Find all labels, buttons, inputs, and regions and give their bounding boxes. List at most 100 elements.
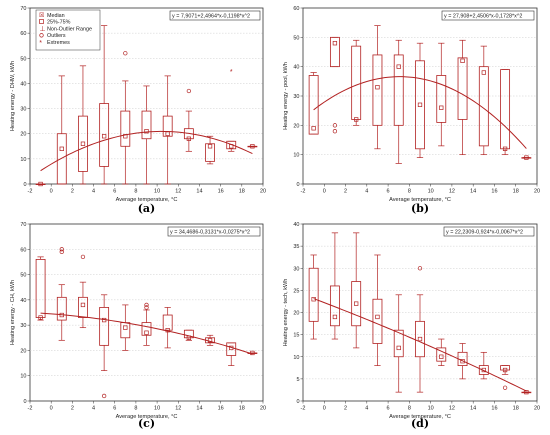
x-tick-label: 20 — [534, 406, 540, 412]
iqr-box — [56, 133, 67, 185]
iqr-box — [162, 314, 173, 331]
fit-curve-a — [40, 130, 253, 172]
box-plot — [393, 39, 404, 164]
y-tick-label: 10 — [20, 374, 26, 380]
legend-frame — [35, 9, 101, 51]
median-marker — [311, 126, 316, 131]
box-plot — [351, 39, 362, 126]
x-tick-label: 4 — [365, 406, 368, 412]
y-tick-label: 15 — [293, 333, 299, 339]
x-tick-label: 20 — [534, 189, 540, 195]
x-tick-label: 18 — [239, 406, 245, 412]
iqr-box — [500, 365, 511, 371]
iqr-box — [436, 75, 447, 123]
iqr-box — [329, 285, 340, 327]
equation-box-a — [169, 10, 261, 21]
box-plot — [436, 338, 447, 366]
median-marker — [207, 338, 213, 343]
x-ticks-b: -2 0 2 4 6 8 10 12 14 16 18 20 — [301, 184, 540, 195]
median-marker — [38, 315, 43, 320]
box-plot — [56, 247, 67, 341]
x-tick-label: -2 — [28, 406, 33, 412]
x-tick-label: -2 — [301, 406, 306, 412]
median-marker — [375, 85, 380, 90]
panel-label-d: (d) — [411, 417, 429, 430]
box-plot — [247, 144, 258, 149]
iqr-box — [372, 54, 383, 126]
legend-extreme-icon: * — [39, 40, 42, 47]
y-axis-label-c: Heating energy - CH, kWh — [10, 280, 16, 345]
box-plot — [162, 75, 173, 185]
median-marker — [439, 105, 444, 110]
box-plot — [478, 351, 489, 380]
legend-median-label: Median — [47, 13, 65, 19]
box-plot — [78, 254, 88, 329]
median-marker — [439, 354, 444, 359]
x-tick-label: 2 — [71, 189, 74, 195]
iqr-box — [372, 298, 383, 344]
median-marker — [524, 155, 529, 160]
iqr-box — [183, 329, 194, 339]
iqr-box — [351, 281, 362, 327]
x-tick-label: 14 — [196, 189, 202, 195]
x-tick-label: 12 — [449, 189, 455, 195]
x-tick-label: 0 — [323, 406, 326, 412]
x-tick-label: 4 — [92, 189, 95, 195]
equation-b: y = 27,908+2,4506*x-0,1728*x^2 — [444, 14, 522, 20]
median-marker — [502, 146, 508, 151]
y-tick-label: 0 — [296, 399, 299, 405]
y-tick-label: 30 — [293, 94, 299, 100]
x-tick-label: 10 — [154, 189, 160, 195]
y-tick-label: 10 — [293, 153, 299, 159]
y-axis-label-d: Heating energy - tech, kWh — [283, 279, 289, 347]
x-tick-label: 12 — [175, 406, 181, 412]
iqr-box — [415, 320, 425, 358]
legend-box-icon — [39, 19, 44, 24]
y-tick-label: 25 — [293, 288, 299, 294]
x-tick-label: 8 — [134, 406, 137, 412]
x-tick-label: 14 — [196, 406, 202, 412]
outlier-point — [332, 129, 338, 134]
box-plot — [521, 155, 532, 160]
extreme-point: * — [230, 69, 233, 76]
y-tick-label: 10 — [293, 355, 299, 361]
x-tick-label: 8 — [134, 189, 137, 195]
iqr-box — [521, 157, 532, 159]
box-plot — [35, 181, 46, 187]
x-tick-label: 0 — [323, 189, 326, 195]
equation-a: y = 7,9071+2,4964*x-0,1198*x^2 — [172, 14, 250, 20]
x-axis-label-c: Average temperature, °C — [116, 414, 178, 420]
box-plot — [141, 85, 152, 185]
y-tick-label: 30 — [20, 323, 26, 329]
x-tick-label: 10 — [428, 189, 434, 195]
median-marker — [186, 136, 192, 141]
x-tick-label: 4 — [365, 189, 368, 195]
box-plot: * — [226, 69, 237, 152]
box-plot — [308, 254, 319, 340]
iqr-box — [393, 54, 404, 126]
box-plot — [78, 65, 88, 185]
y-tick-label: 40 — [20, 81, 26, 87]
median-marker — [123, 134, 128, 139]
equation-c: y = 34,4686-0,3131*x-0,0275*x^2 — [170, 230, 250, 236]
median-marker — [80, 141, 86, 146]
panel-label-a: (a) — [138, 202, 156, 215]
y-ticks-c: 0 10 20 30 40 50 60 70 — [20, 222, 30, 405]
iqr-box — [500, 69, 511, 150]
x-tick-label: 2 — [344, 406, 347, 412]
legend-box-label: 25%-75% — [47, 20, 71, 26]
median-marker — [481, 70, 486, 75]
iqr-box — [205, 143, 215, 162]
box-plot — [183, 88, 194, 152]
median-marker — [80, 302, 86, 308]
y-ticks-d: 0 5 10 15 20 25 30 35 40 — [293, 222, 303, 405]
median-marker — [332, 314, 338, 320]
outlier-point — [101, 393, 107, 399]
y-tick-label: 50 — [20, 273, 26, 279]
plot-frame-c — [29, 223, 264, 402]
x-tick-label: 12 — [175, 189, 181, 195]
x-tick-label: 6 — [113, 406, 116, 412]
median-marker — [144, 330, 149, 335]
